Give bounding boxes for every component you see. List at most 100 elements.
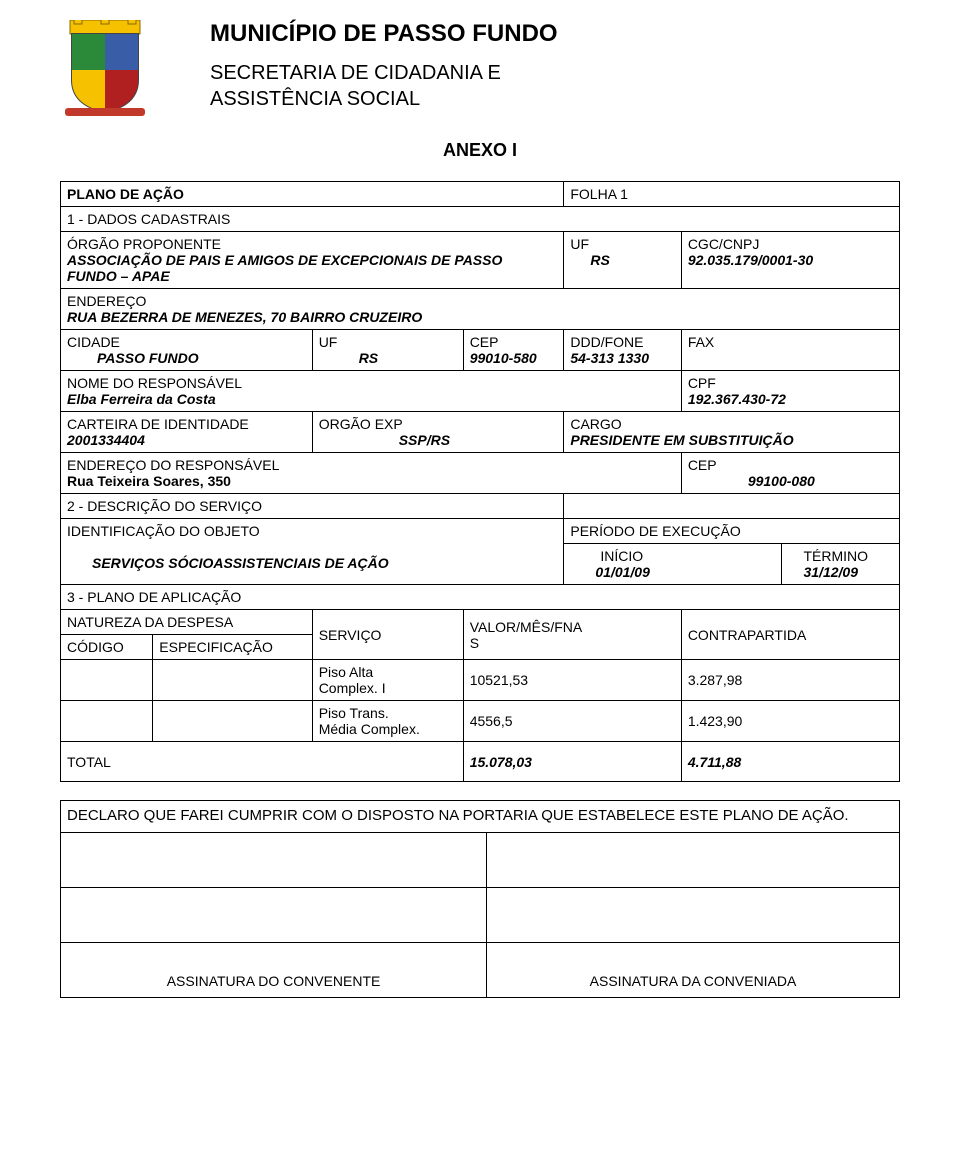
section-1-title: 1 - DADOS CADASTRAIS — [61, 207, 900, 232]
cargo-value: PRESIDENTE EM SUBSTITUIÇÃO — [570, 432, 793, 448]
declaration-table: DECLARO QUE FAREI CUMPRIR COM O DISPOSTO… — [60, 800, 900, 998]
carteira-cell: CARTEIRA DE IDENTIDADE 2001334404 — [61, 412, 313, 453]
fax-label: FAX — [688, 334, 714, 350]
empty-row — [61, 887, 900, 942]
table-row: Piso Trans. Média Complex. 4556,5 1.423,… — [61, 701, 900, 742]
title-sub-line1: SECRETARIA DE CIDADANIA E — [210, 62, 501, 84]
servico-cell-2: Piso Trans. Média Complex. — [312, 701, 463, 742]
inicio-label: INÍCIO — [570, 548, 643, 564]
document-header: MUNICÍPIO DE PASSO FUNDO SECRETARIA DE C… — [60, 20, 900, 120]
contra-cell-2: 1.423,90 — [681, 701, 899, 742]
title-sub: SECRETARIA DE CIDADANIA E ASSISTÊNCIA SO… — [210, 60, 900, 112]
valor-cell-1: 10521,53 — [463, 660, 681, 701]
end-resp-cell: ENDEREÇO DO RESPONSÁVEL Rua Teixeira Soa… — [61, 453, 682, 494]
codigo-header: CÓDIGO — [61, 635, 153, 660]
signature-convenente: ASSINATURA DO CONVENENTE — [61, 942, 487, 997]
orgao-exp-cell: ORGÃO EXP SSP/RS — [312, 412, 564, 453]
total-label: TOTAL — [61, 742, 464, 782]
endereco-label: ENDEREÇO — [67, 293, 146, 309]
contra-header: CONTRAPARTIDA — [681, 610, 899, 660]
title-main: MUNICÍPIO DE PASSO FUNDO — [210, 20, 900, 48]
termino-cell: TÉRMINO 31/12/09 — [782, 544, 900, 585]
cep2-label: CEP — [688, 457, 717, 473]
section-2-title: 2 - DESCRIÇÃO DO SERVIÇO — [61, 494, 564, 519]
espec-header: ESPECIFICAÇÃO — [153, 635, 312, 660]
cargo-label: CARGO — [570, 416, 621, 432]
end-resp-value: Rua Teixeira Soares, 350 — [67, 473, 231, 489]
cep2-cell: CEP 99100-080 — [681, 453, 899, 494]
uf-value: RS — [570, 252, 609, 268]
orgao-value-1: ASSOCIAÇÃO DE PAIS E AMIGOS DE EXCEPCION… — [67, 252, 502, 268]
servico-header: SERVIÇO — [312, 610, 463, 660]
ddd-cell: DDD/FONE 54-313 1330 — [564, 330, 681, 371]
cargo-cell: CARGO PRESIDENTE EM SUBSTITUIÇÃO — [564, 412, 900, 453]
cgc-value: 92.035.179/0001-30 — [688, 252, 813, 268]
plano-form-table: PLANO DE AÇÃO FOLHA 1 1 - DADOS CADASTRA… — [60, 181, 900, 782]
plano-de-acao-label: PLANO DE AÇÃO — [61, 182, 564, 207]
valor-header-line2: S — [470, 635, 479, 651]
valor-header: VALOR/MÊS/FNA S — [463, 610, 681, 660]
periodo-label: PERÍODO DE EXECUÇÃO — [564, 519, 900, 544]
row1-serv-1: Piso Alta — [319, 664, 373, 680]
uf2-label: UF — [319, 334, 338, 350]
declaration-text: DECLARO QUE FAREI CUMPRIR COM O DISPOSTO… — [61, 801, 900, 833]
section-2-spacer — [564, 494, 900, 519]
fax-cell: FAX — [681, 330, 899, 371]
total-contra: 4.711,88 — [681, 742, 899, 782]
natureza-header: NATUREZA DA DESPESA — [61, 610, 313, 635]
orgao-proponente-cell: ÓRGÃO PROPONENTE ASSOCIAÇÃO DE PAIS E AM… — [61, 232, 564, 289]
cidade-label: CIDADE — [67, 334, 120, 350]
row2-serv-1: Piso Trans. — [319, 705, 389, 721]
ddd-label: DDD/FONE — [570, 334, 643, 350]
uf-cell: UF RS — [564, 232, 681, 289]
row1-serv-2: Complex. I — [319, 680, 386, 696]
cep2-value: 99100-080 — [688, 473, 815, 489]
ident-value: SERVIÇOS SÓCIOASSISTENCIAIS DE AÇÃO — [67, 555, 389, 571]
endereco-value: RUA BEZERRA DE MENEZES, 70 BAIRRO CRUZEI… — [67, 309, 422, 325]
anexo-label: ANEXO I — [60, 140, 900, 161]
folha-label: FOLHA 1 — [564, 182, 900, 207]
cep-cell: CEP 99010-580 — [463, 330, 564, 371]
orgao-exp-value: SSP/RS — [319, 432, 450, 448]
cidade-cell: CIDADE PASSO FUNDO — [61, 330, 313, 371]
ddd-value: 54-313 1330 — [570, 350, 649, 366]
identificacao-cell: IDENTIFICAÇÃO DO OBJETO SERVIÇOS SÓCIOAS… — [61, 519, 564, 585]
title-sub-line2: ASSISTÊNCIA SOCIAL — [210, 88, 420, 110]
orgao-proponente-label: ÓRGÃO PROPONENTE — [67, 236, 221, 252]
carteira-label: CARTEIRA DE IDENTIDADE — [67, 416, 249, 432]
cpf-value: 192.367.430-72 — [688, 391, 786, 407]
termino-value: 31/12/09 — [788, 564, 858, 580]
cep-value: 99010-580 — [470, 350, 537, 366]
municipality-crest-icon — [60, 20, 150, 120]
endereco-cell: ENDEREÇO RUA BEZERRA DE MENEZES, 70 BAIR… — [61, 289, 900, 330]
cpf-cell: CPF 192.367.430-72 — [681, 371, 899, 412]
cgc-label: CGC/CNPJ — [688, 236, 760, 252]
nome-resp-label: NOME DO RESPONSÁVEL — [67, 375, 242, 391]
cgc-cell: CGC/CNPJ 92.035.179/0001-30 — [681, 232, 899, 289]
row2-serv-2: Média Complex. — [319, 721, 420, 737]
cidade-value: PASSO FUNDO — [67, 350, 199, 366]
servico-cell-1: Piso Alta Complex. I — [312, 660, 463, 701]
uf2-value: RS — [319, 350, 378, 366]
carteira-value: 2001334404 — [67, 432, 145, 448]
inicio-cell: INÍCIO 01/01/09 — [564, 544, 782, 585]
table-row: Piso Alta Complex. I 10521,53 3.287,98 — [61, 660, 900, 701]
end-resp-label: ENDEREÇO DO RESPONSÁVEL — [67, 457, 279, 473]
contra-cell-1: 3.287,98 — [681, 660, 899, 701]
signature-conveniada: ASSINATURA DA CONVENIADA — [487, 942, 900, 997]
section-3-title: 3 - PLANO DE APLICAÇÃO — [61, 585, 900, 610]
valor-cell-2: 4556,5 — [463, 701, 681, 742]
ident-label: IDENTIFICAÇÃO DO OBJETO — [67, 523, 260, 539]
orgao-value-2: FUNDO – APAE — [67, 268, 170, 284]
cep-label: CEP — [470, 334, 499, 350]
nome-resp-cell: NOME DO RESPONSÁVEL Elba Ferreira da Cos… — [61, 371, 682, 412]
empty-row — [61, 832, 900, 887]
inicio-value: 01/01/09 — [570, 564, 650, 580]
uf-label: UF — [570, 236, 589, 252]
valor-header-line1: VALOR/MÊS/FNA — [470, 619, 583, 635]
uf2-cell: UF RS — [312, 330, 463, 371]
termino-label: TÉRMINO — [788, 548, 868, 564]
orgao-exp-label: ORGÃO EXP — [319, 416, 403, 432]
nome-resp-value: Elba Ferreira da Costa — [67, 391, 216, 407]
total-valor: 15.078,03 — [463, 742, 681, 782]
